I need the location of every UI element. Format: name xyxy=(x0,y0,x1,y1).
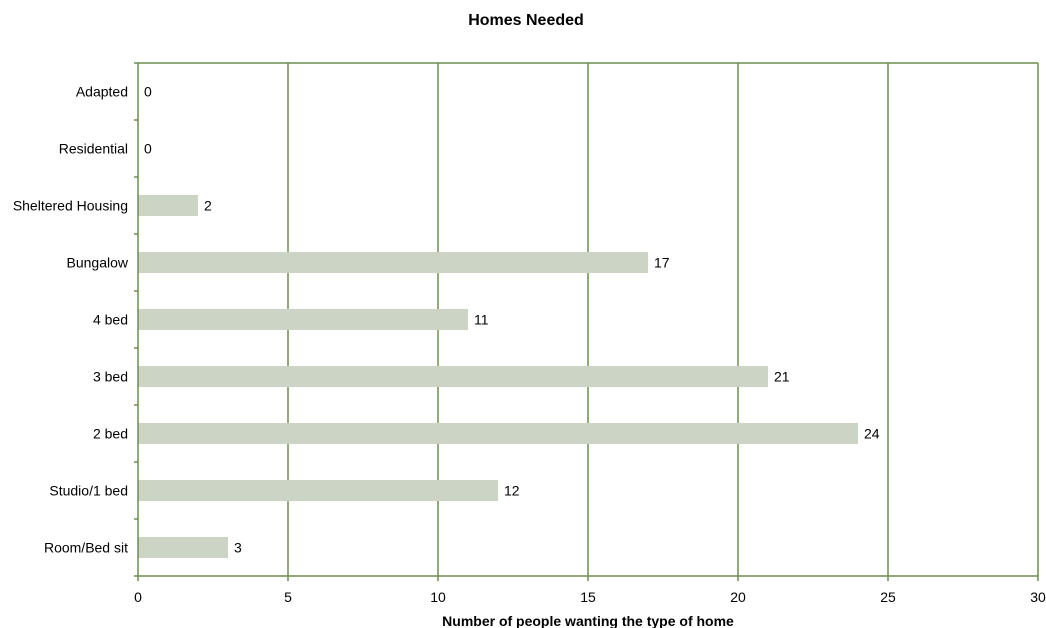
category-label: Bungalow xyxy=(67,255,129,271)
bar xyxy=(138,479,498,502)
data-label: 0 xyxy=(144,141,152,157)
chart-title: Homes Needed xyxy=(468,12,584,29)
data-label: 3 xyxy=(234,540,242,556)
category-label: Residential xyxy=(59,141,128,157)
bar xyxy=(138,194,198,217)
bar xyxy=(138,422,858,445)
bar xyxy=(138,536,228,559)
axes xyxy=(134,62,1039,581)
data-label: 17 xyxy=(654,255,670,271)
x-tick-label: 25 xyxy=(880,589,896,605)
category-label: 4 bed xyxy=(93,312,128,328)
data-label: 11 xyxy=(474,312,489,328)
data-label: 2 xyxy=(204,198,212,214)
x-tick-label: 5 xyxy=(284,589,292,605)
bar xyxy=(138,308,468,331)
category-label: 2 bed xyxy=(93,426,128,442)
x-tick-label: 0 xyxy=(134,589,142,605)
bar xyxy=(138,251,648,274)
x-tick-label: 30 xyxy=(1030,589,1046,605)
data-label: 21 xyxy=(774,369,790,385)
x-axis-title: Number of people wanting the type of hom… xyxy=(442,613,734,628)
data-label: 0 xyxy=(144,84,152,100)
data-label: 12 xyxy=(504,483,520,499)
category-label: 3 bed xyxy=(93,369,128,385)
x-tick-label: 15 xyxy=(580,589,596,605)
category-label: Room/Bed sit xyxy=(44,540,128,556)
data-label: 24 xyxy=(864,426,880,442)
labels: 0 Adapted 0 Residential 2 Sheltered Housing 17… xyxy=(13,84,1046,606)
x-tick-label: 20 xyxy=(730,589,746,605)
x-tick-label: 10 xyxy=(430,589,446,605)
category-label: Sheltered Housing xyxy=(13,198,128,214)
category-label: Adapted xyxy=(76,84,128,100)
bar xyxy=(138,365,768,388)
category-label: Studio/1 bed xyxy=(49,483,128,499)
bars xyxy=(138,194,858,559)
